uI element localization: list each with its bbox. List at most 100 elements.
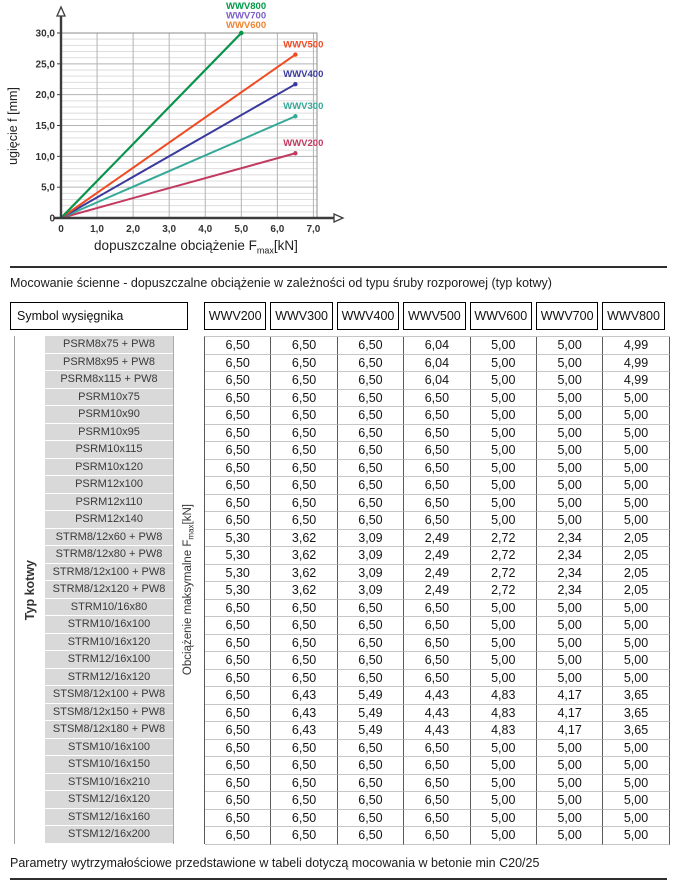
value-cell: 4,83 [470,722,537,740]
series-label-WWV800: WWV800 [226,1,266,12]
value-cell: 6,50 [271,442,338,460]
value-cell: 6,50 [404,599,471,617]
value-cell: 5,00 [470,757,537,775]
value-cell: 5,00 [603,617,670,635]
series-line-WWV500 [60,53,296,219]
value-cell: 5,00 [603,442,670,460]
value-cell: 6,43 [271,704,338,722]
value-cell: 6,04 [404,354,471,372]
value-cell: 5,49 [337,722,405,740]
value-cell: 4,99 [603,337,670,355]
y-tick-label: 30,0 [36,28,56,39]
x-tick-label: 1,0 [90,224,104,235]
value-cell: 6,50 [205,809,272,827]
value-cell: 5,00 [470,459,537,477]
value-cell: 2,72 [470,582,537,600]
value-cell: 5,00 [536,827,604,845]
top-divider [10,266,667,268]
series-line-WWV200 [60,152,296,219]
series-label-WWV600: WWV600 [226,20,266,31]
value-cell: 5,00 [603,757,670,775]
series-marker-WWV300 [293,114,298,119]
value-cell: 4,17 [536,704,604,722]
value-cell: 3,62 [271,529,338,547]
value-cell: 5,00 [536,494,604,512]
column-header-WWV300: WWV300 [270,302,333,330]
value-cell: 5,00 [603,652,670,670]
value-cell: 2,34 [536,564,604,582]
value-cell: 6,50 [271,739,338,757]
value-cell: 6,50 [337,809,405,827]
value-cell: 4,83 [470,687,537,705]
x-tick-label: 5,0 [234,224,248,235]
row-name: STSM8/12x150 + PW8 [45,703,173,721]
x-tick-label: 3,0 [162,224,176,235]
value-cell: 6,50 [271,372,338,390]
max-load-axis: Obciążenie maksymalne Fmax[kN] [173,336,204,844]
y-tick-label: 0 [49,214,55,225]
value-cell: 6,50 [205,389,272,407]
value-cell: 6,50 [205,669,272,687]
value-cell: 5,00 [536,512,604,530]
anchor-type-axis: Typ kotwy [14,336,45,844]
row-name: STSM10/16x100 [45,738,173,756]
value-cell: 5,00 [470,389,537,407]
value-cell: 5,00 [603,827,670,845]
series-label-WWV400: WWV400 [283,69,323,80]
value-cell: 5,00 [470,792,537,810]
row-name: PSRM8x75 + PW8 [45,336,173,354]
y-tick-label: 5,0 [41,183,55,194]
value-cell: 2,05 [603,582,670,600]
value-cell: 3,09 [337,547,405,565]
value-cell: 6,50 [404,669,471,687]
value-cell: 6,50 [337,354,405,372]
row-name: PSRM10x75 [45,388,173,406]
value-cell: 5,00 [603,389,670,407]
value-cell: 6,50 [404,389,471,407]
value-cell: 5,00 [603,774,670,792]
value-cell: 6,50 [205,704,272,722]
value-cell: 6,50 [337,757,405,775]
row-name: STSM8/12x180 + PW8 [45,721,173,739]
value-cell: 6,50 [337,792,405,810]
row-name: STRM8/12x100 + PW8 [45,563,173,581]
bottom-divider [10,878,667,880]
value-cell: 5,00 [603,599,670,617]
value-cell: 6,50 [404,494,471,512]
value-cell: 2,05 [603,564,670,582]
value-cell: 6,50 [404,757,471,775]
value-cell: 2,72 [470,564,537,582]
table-caption: Mocowanie ścienne - dopuszczalne obciąże… [10,276,552,290]
value-cell: 6,50 [271,512,338,530]
value-cell: 5,00 [536,442,604,460]
value-cell: 5,00 [470,512,537,530]
column-header-WWV200: WWV200 [204,302,267,330]
value-cell: 6,50 [337,599,405,617]
value-cell: 6,50 [205,424,272,442]
value-cell: 6,50 [337,337,405,355]
column-header-WWV800: WWV800 [602,302,665,330]
value-cell: 6,50 [205,442,272,460]
value-cell: 6,50 [337,372,405,390]
table-corner-header: Symbol wysięgnika [10,302,188,330]
x-axis-arrow [333,212,345,224]
value-cell: 6,50 [404,442,471,460]
value-cell: 5,00 [603,459,670,477]
value-cell: 6,50 [271,477,338,495]
value-cell: 5,00 [470,424,537,442]
value-cell: 6,50 [404,652,471,670]
value-cell: 5,00 [603,792,670,810]
value-cell: 5,30 [205,582,272,600]
value-cell: 3,62 [271,564,338,582]
series-label-WWV300: WWV300 [283,101,323,112]
value-cell: 6,50 [337,494,405,512]
value-cell: 2,05 [603,547,670,565]
value-cell: 5,30 [205,547,272,565]
value-cell: 6,50 [271,459,338,477]
value-cell: 6,50 [404,827,471,845]
value-cell: 6,50 [271,652,338,670]
value-cell: 6,50 [205,512,272,530]
x-tick-label: 0 [58,224,64,235]
y-tick-label: 20,0 [36,90,56,101]
